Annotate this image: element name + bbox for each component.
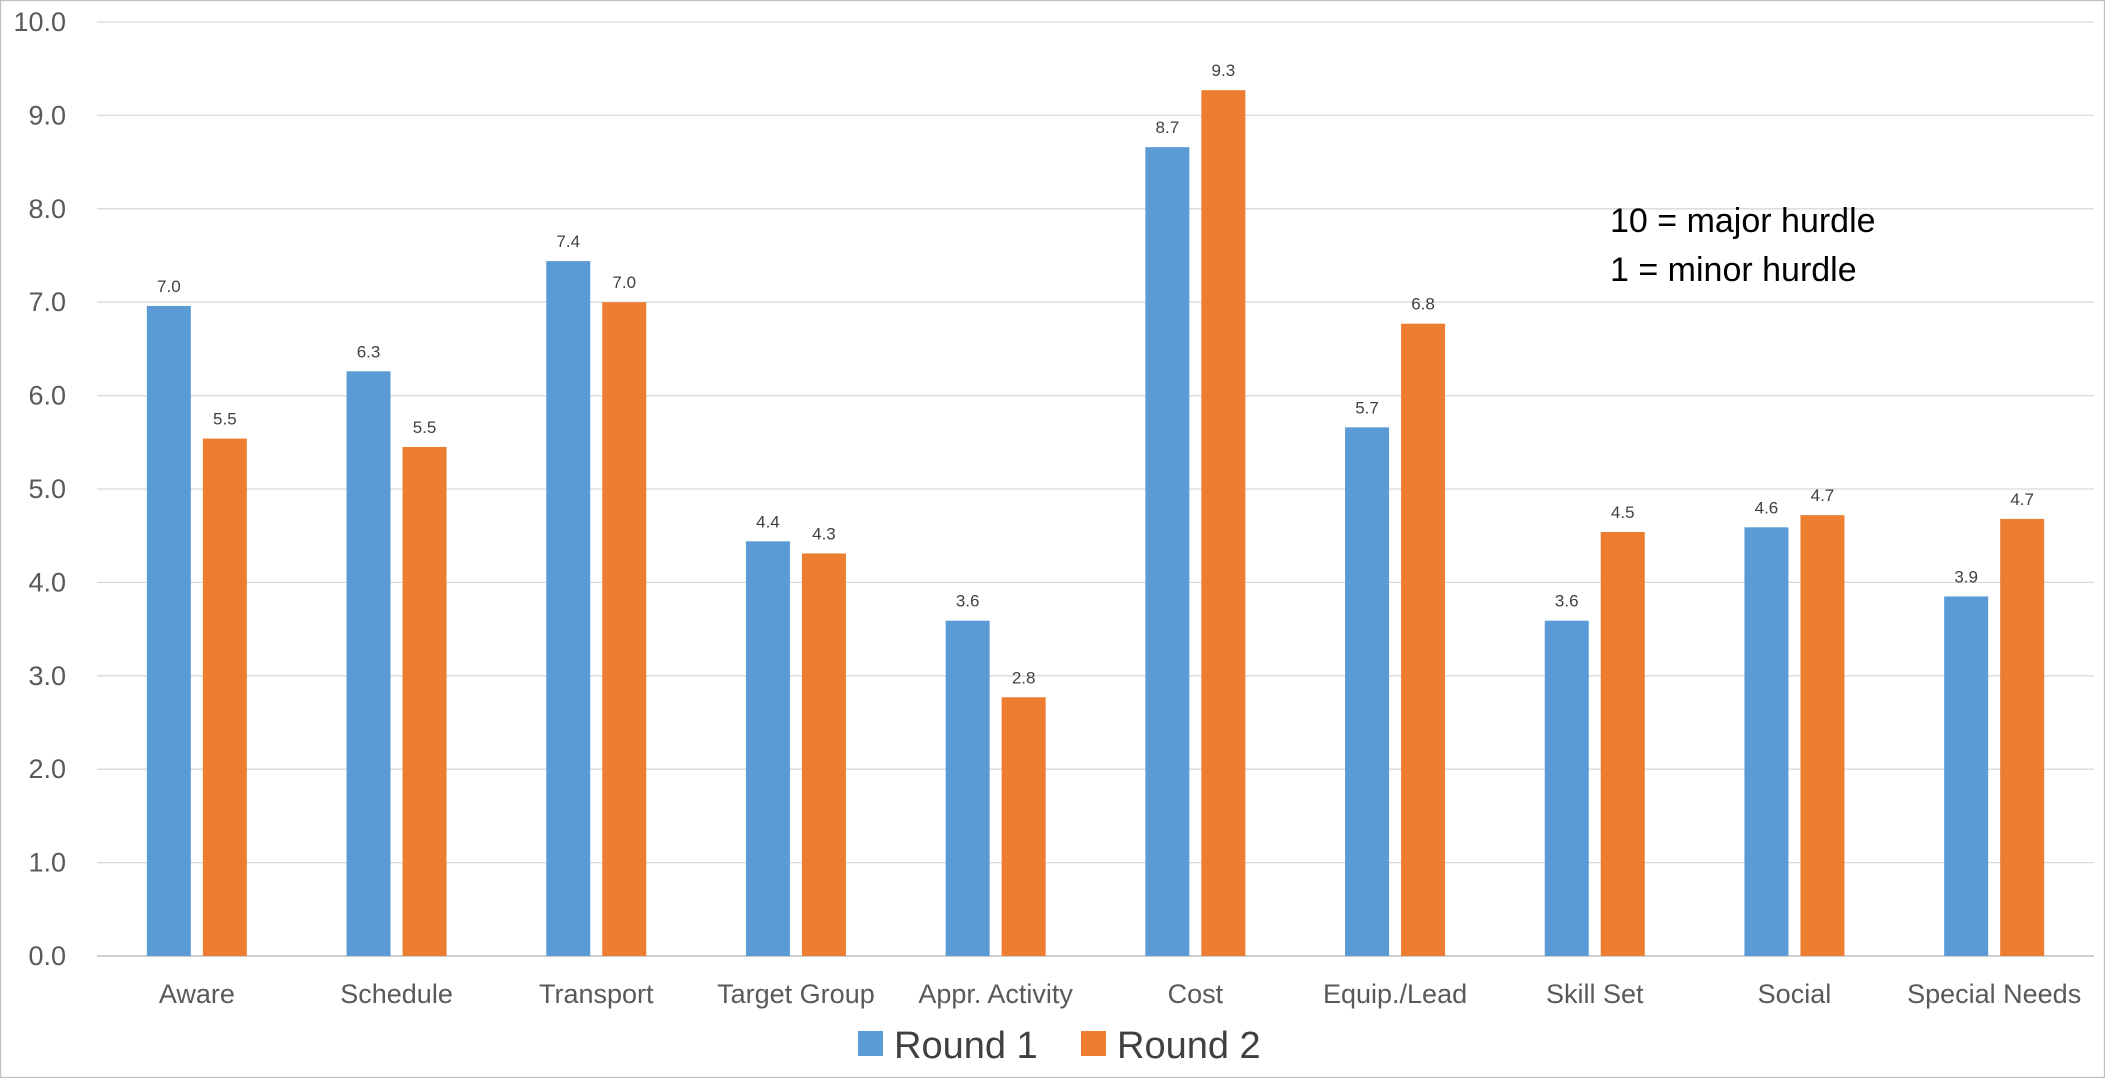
category-label: Skill Set (1546, 979, 1644, 1009)
y-tick-label: 5.0 (28, 474, 66, 504)
bar (1001, 697, 1046, 956)
data-label: 7.4 (556, 232, 580, 251)
y-tick-label: 6.0 (28, 381, 66, 411)
data-label: 6.8 (1411, 295, 1435, 314)
bar (146, 305, 191, 956)
y-tick-label: 4.0 (28, 567, 66, 597)
legend-label: Round 1 (894, 1025, 1038, 1067)
bar (1345, 427, 1390, 957)
bar (945, 620, 990, 956)
legend-swatch (1081, 1031, 1106, 1056)
legend-label: Round 2 (1117, 1025, 1261, 1067)
bar (402, 446, 447, 956)
data-label: 7.0 (612, 273, 636, 292)
bars (146, 90, 2045, 957)
category-label: Target Group (717, 979, 875, 1009)
bar (1600, 531, 1645, 956)
y-tick-label: 1.0 (28, 848, 66, 878)
category-label: Appr. Activity (918, 979, 1073, 1009)
data-label: 5.5 (413, 418, 437, 437)
data-label: 4.7 (2010, 490, 2034, 509)
data-label: 3.6 (956, 592, 980, 611)
data-label: 7.0 (157, 277, 181, 296)
category-label: Transport (539, 979, 654, 1009)
y-tick-label: 8.0 (28, 194, 66, 224)
bar (546, 261, 591, 956)
bar (801, 553, 846, 956)
data-label: 2.8 (1012, 668, 1036, 687)
bar (745, 541, 790, 956)
bar (1145, 147, 1190, 956)
category-label: Social (1758, 979, 1832, 1009)
bar (1401, 323, 1446, 956)
category-label: Cost (1168, 979, 1224, 1009)
y-tick-label: 0.0 (28, 941, 66, 971)
y-tick-label: 2.0 (28, 754, 66, 784)
legend-swatch (858, 1031, 883, 1056)
bar (2000, 518, 2045, 956)
annotation-line-1: 10 = major hurdle (1610, 202, 1876, 240)
bar (1201, 90, 1246, 956)
data-label: 3.6 (1555, 592, 1579, 611)
data-label: 4.7 (1811, 486, 1835, 505)
x-axis-categories: Aware Schedule Transport Target Group Appr. … (159, 979, 2081, 1009)
category-label: Schedule (340, 979, 453, 1009)
y-tick-label: 9.0 (28, 100, 66, 130)
data-label: 5.7 (1355, 398, 1379, 417)
gridlines (97, 21, 2094, 957)
category-label: Aware (159, 979, 235, 1009)
category-label: Equip./Lead (1323, 979, 1467, 1009)
legend: Round 1 Round 2 (858, 1025, 1261, 1067)
y-tick-label: 3.0 (28, 661, 66, 691)
bar (202, 438, 247, 957)
annotation: 10 = major hurdle 1 = minor hurdle (1610, 202, 1876, 289)
y-tick-label: 7.0 (28, 287, 66, 317)
y-tick-label: 10.0 (13, 7, 66, 37)
data-label: 6.3 (357, 342, 381, 361)
data-label: 3.9 (1954, 567, 1978, 586)
data-label: 5.5 (213, 410, 237, 429)
bar (1800, 515, 1845, 956)
bar (1544, 620, 1589, 956)
data-label: 4.3 (812, 524, 836, 543)
data-labels: 7.0 5.5 6.3 5.5 7.4 7.0 4.4 4.3 3.6 2.8 8.7 9.3 5.7 6… (157, 61, 2034, 687)
bar (346, 371, 391, 956)
annotation-line-2: 1 = minor hurdle (1610, 251, 1857, 289)
y-axis-ticks: 0.0 1.0 2.0 3.0 4.0 5.0 6.0 7.0 8.0 9.0 10.0 (13, 7, 66, 971)
data-label: 4.6 (1755, 498, 1779, 517)
data-label: 9.3 (1212, 61, 1236, 80)
bar (1744, 527, 1789, 956)
category-label: Special Needs (1907, 979, 2081, 1009)
bar (1944, 596, 1989, 956)
data-label: 4.5 (1611, 503, 1635, 522)
data-label: 8.7 (1156, 118, 1180, 137)
data-label: 4.4 (756, 512, 780, 531)
bar (602, 302, 647, 956)
